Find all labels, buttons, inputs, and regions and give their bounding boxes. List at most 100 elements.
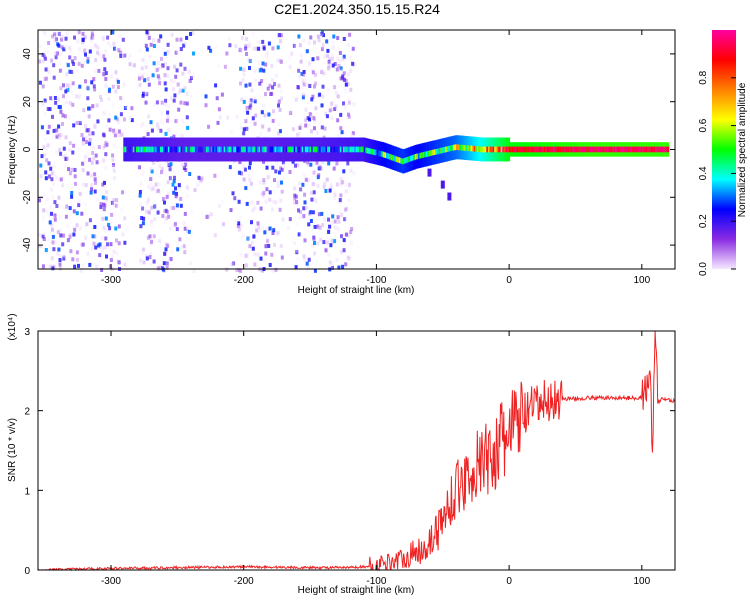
noise-cell (262, 46, 266, 51)
noise-cell (305, 268, 309, 273)
ridge-cell (430, 150, 434, 156)
ridge-cell (159, 146, 163, 153)
noise-cell (50, 177, 54, 182)
noise-cell (93, 234, 97, 239)
ridge-cell (175, 146, 179, 153)
noise-cell (60, 45, 64, 50)
noise-cell (278, 129, 282, 134)
noise-cell (327, 66, 331, 71)
noise-cell (59, 177, 63, 182)
noise-cell (244, 46, 248, 51)
ridge-cell (543, 146, 547, 153)
noise-cell (50, 187, 53, 192)
ridge-cell (158, 146, 162, 153)
noise-cell (313, 197, 317, 202)
noise-cell (40, 194, 44, 199)
ridge-cell (322, 146, 326, 153)
noise-cell (139, 258, 143, 263)
noise-cell (84, 52, 87, 57)
noise-cell (99, 94, 102, 99)
noise-cell (54, 132, 58, 137)
ridge-cell (523, 146, 526, 153)
noise-cell (158, 173, 162, 178)
ridge-cell (303, 146, 307, 153)
noise-cell (103, 57, 107, 62)
noise-cell (154, 170, 158, 175)
trail-cell (427, 168, 432, 177)
noise-cell (265, 187, 269, 192)
noise-cell (346, 72, 350, 77)
noise-cell (302, 38, 306, 43)
noise-cell (159, 65, 163, 70)
noise-cell (53, 213, 57, 218)
noise-cell (327, 59, 331, 64)
noise-cell (330, 221, 333, 225)
noise-cell (86, 86, 90, 91)
ridge-cell (628, 146, 632, 153)
noise-cell (41, 84, 45, 89)
noise-cell (255, 228, 259, 233)
ridge-cell (599, 146, 603, 153)
noise-cell (345, 207, 349, 211)
noise-cell (175, 203, 179, 208)
noise-cell (337, 219, 341, 224)
noise-cell (51, 266, 55, 271)
noise-cell (326, 53, 330, 58)
noise-cell (246, 236, 250, 241)
ridge-cell (193, 146, 197, 153)
x-tick-label: -200 (234, 576, 254, 587)
noise-cell (273, 242, 276, 247)
noise-cell (293, 193, 297, 198)
noise-cell (217, 107, 221, 112)
noise-cell (298, 131, 301, 136)
noise-cell (265, 165, 269, 170)
noise-cell (165, 216, 169, 221)
noise-cell (162, 261, 166, 266)
noise-cell (83, 35, 87, 40)
ridge-cell (578, 146, 582, 153)
noise-cell (75, 223, 79, 228)
noise-cell (248, 66, 251, 70)
ridge-cell (567, 146, 571, 153)
noise-cell (62, 102, 66, 106)
noise-cell (341, 76, 345, 81)
noise-cell (90, 80, 94, 85)
noise-cell (204, 94, 208, 99)
noise-cell (280, 167, 284, 172)
noise-cell (347, 112, 350, 117)
noise-cell (323, 181, 327, 186)
noise-cell (85, 140, 89, 145)
noise-cell (320, 94, 324, 99)
noise-cell (339, 193, 343, 198)
noise-cell (152, 61, 156, 66)
noise-cell (339, 66, 343, 71)
noise-cell (50, 223, 54, 228)
noise-cell (68, 84, 72, 89)
noise-cell (299, 232, 303, 237)
noise-cell (39, 174, 43, 179)
noise-cell (44, 170, 48, 175)
ridge-cell (575, 146, 579, 153)
noise-cell (168, 176, 172, 181)
ridge-cell (339, 146, 343, 153)
noise-cell (262, 103, 266, 108)
noise-cell (349, 69, 353, 73)
noise-cell (123, 216, 127, 221)
noise-cell (272, 189, 276, 194)
noise-cell (242, 72, 246, 77)
noise-cell (183, 85, 187, 90)
noise-cell (55, 134, 59, 139)
noise-cell (103, 143, 107, 148)
noise-cell (302, 206, 306, 211)
noise-cell (140, 172, 144, 177)
noise-cell (326, 87, 330, 92)
noise-cell (304, 118, 308, 123)
noise-cell (339, 177, 343, 181)
noise-cell (330, 116, 334, 121)
noise-cell (164, 208, 168, 213)
noise-cell (42, 231, 46, 235)
ridge-cell (201, 146, 205, 153)
noise-cell (258, 68, 262, 73)
noise-cell (341, 264, 345, 269)
noise-cell (38, 59, 42, 64)
